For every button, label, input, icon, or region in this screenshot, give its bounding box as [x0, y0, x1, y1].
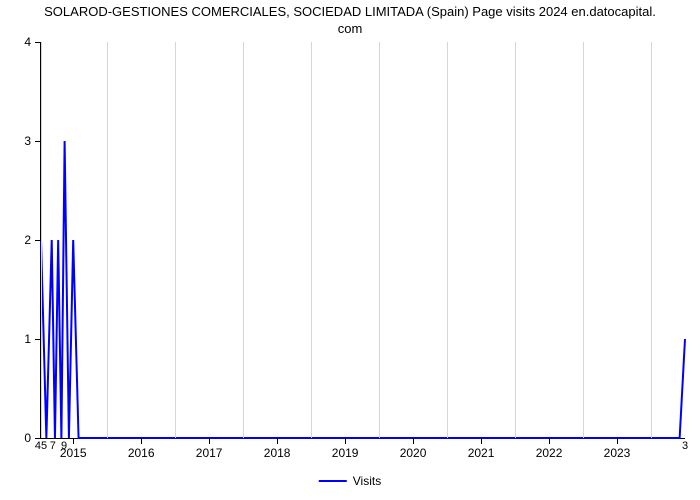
series-line-visits: [41, 141, 685, 438]
x-tick-label: 2020: [400, 438, 427, 460]
grid-line-vertical: [175, 42, 176, 438]
x-tick-label: 2016: [128, 438, 155, 460]
grid-line-vertical: [515, 42, 516, 438]
legend-swatch: [319, 480, 347, 482]
grid-line-vertical: [107, 42, 108, 438]
x-tick-label: 2021: [468, 438, 495, 460]
grid-line-vertical: [41, 42, 42, 438]
grid-line-vertical: [243, 42, 244, 438]
grid-line-vertical: [583, 42, 584, 438]
plot-area: 0123420152016201720182019202020212022202…: [40, 42, 685, 439]
y-tick-label: 4: [24, 35, 41, 49]
data-point-label: 9: [61, 440, 67, 452]
data-point-label: 45: [35, 440, 47, 452]
title-line2: com: [338, 21, 363, 36]
x-tick-label: 2017: [196, 438, 223, 460]
chart-title: SOLAROD-GESTIONES COMERCIALES, SOCIEDAD …: [0, 0, 700, 38]
line-series: [41, 42, 685, 438]
grid-line-vertical: [379, 42, 380, 438]
grid-line-vertical: [651, 42, 652, 438]
chart-container: SOLAROD-GESTIONES COMERCIALES, SOCIEDAD …: [0, 0, 700, 500]
x-tick-label: 2018: [264, 438, 291, 460]
y-tick-label: 2: [24, 233, 41, 247]
x-tick-label: 2023: [604, 438, 631, 460]
grid-line-vertical: [447, 42, 448, 438]
data-point-label: 7: [50, 440, 56, 452]
y-tick-label: 1: [24, 332, 41, 346]
legend-label: Visits: [353, 474, 381, 488]
grid-line-vertical: [311, 42, 312, 438]
legend: Visits: [319, 474, 381, 488]
x-tick-label: 2019: [332, 438, 359, 460]
x-tick-label: 2022: [536, 438, 563, 460]
data-point-label: 3: [682, 440, 688, 452]
title-line1: SOLAROD-GESTIONES COMERCIALES, SOCIEDAD …: [44, 4, 656, 19]
y-tick-label: 3: [24, 134, 41, 148]
